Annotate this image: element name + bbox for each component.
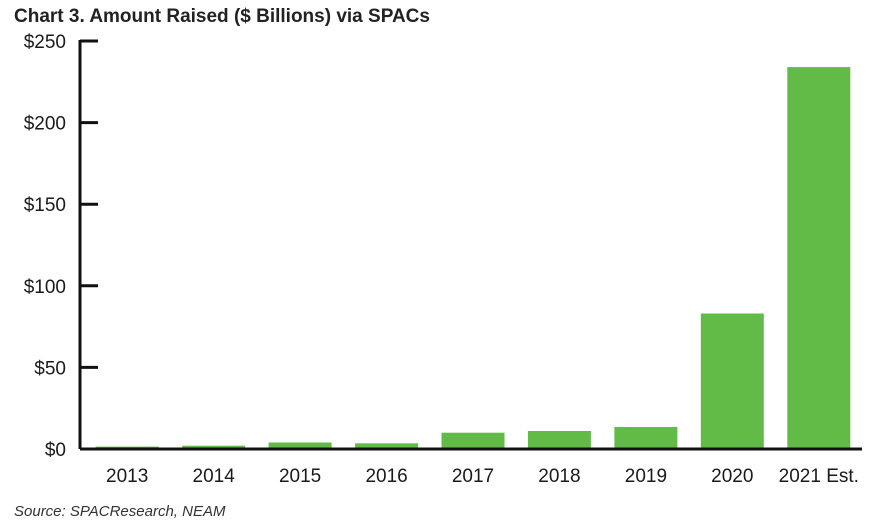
- y-tick-label: $0: [45, 440, 66, 461]
- bar-2019: [614, 427, 678, 449]
- y-tick-label: $200: [24, 114, 66, 135]
- y-tick-label: $250: [24, 32, 66, 53]
- bar-2021-est-: [787, 67, 851, 449]
- x-tick-label: 2021 Est.: [779, 466, 859, 487]
- chart-title: Chart 3. Amount Raised ($ Billions) via …: [14, 6, 430, 27]
- x-tick-label: 2020: [711, 466, 753, 487]
- bar-chart: 2013 2014 2015 2016 2017 2018 2019 2020 2021 Est…: [24, 32, 862, 487]
- y-tick-label: $150: [24, 195, 66, 216]
- x-tick-label: 2014: [193, 466, 236, 487]
- x-tick-label: 2017: [452, 466, 494, 487]
- x-tick-label: 2015: [279, 466, 321, 487]
- y-tick-label: $100: [24, 277, 66, 298]
- bar-2015: [268, 442, 332, 449]
- x-tick-label: 2016: [365, 466, 407, 487]
- bar-2014: [182, 445, 246, 449]
- source-note: Source: SPACResearch, NEAM: [14, 503, 226, 520]
- bar-2016: [355, 443, 419, 449]
- x-tick-label: 2018: [538, 466, 580, 487]
- x-tick-label: 2013: [106, 466, 148, 487]
- x-tick-label: 2019: [625, 466, 667, 487]
- bar-2018: [527, 431, 591, 449]
- bar-2020: [700, 313, 764, 449]
- bar-2017: [441, 432, 505, 449]
- y-tick-label: $50: [34, 358, 66, 379]
